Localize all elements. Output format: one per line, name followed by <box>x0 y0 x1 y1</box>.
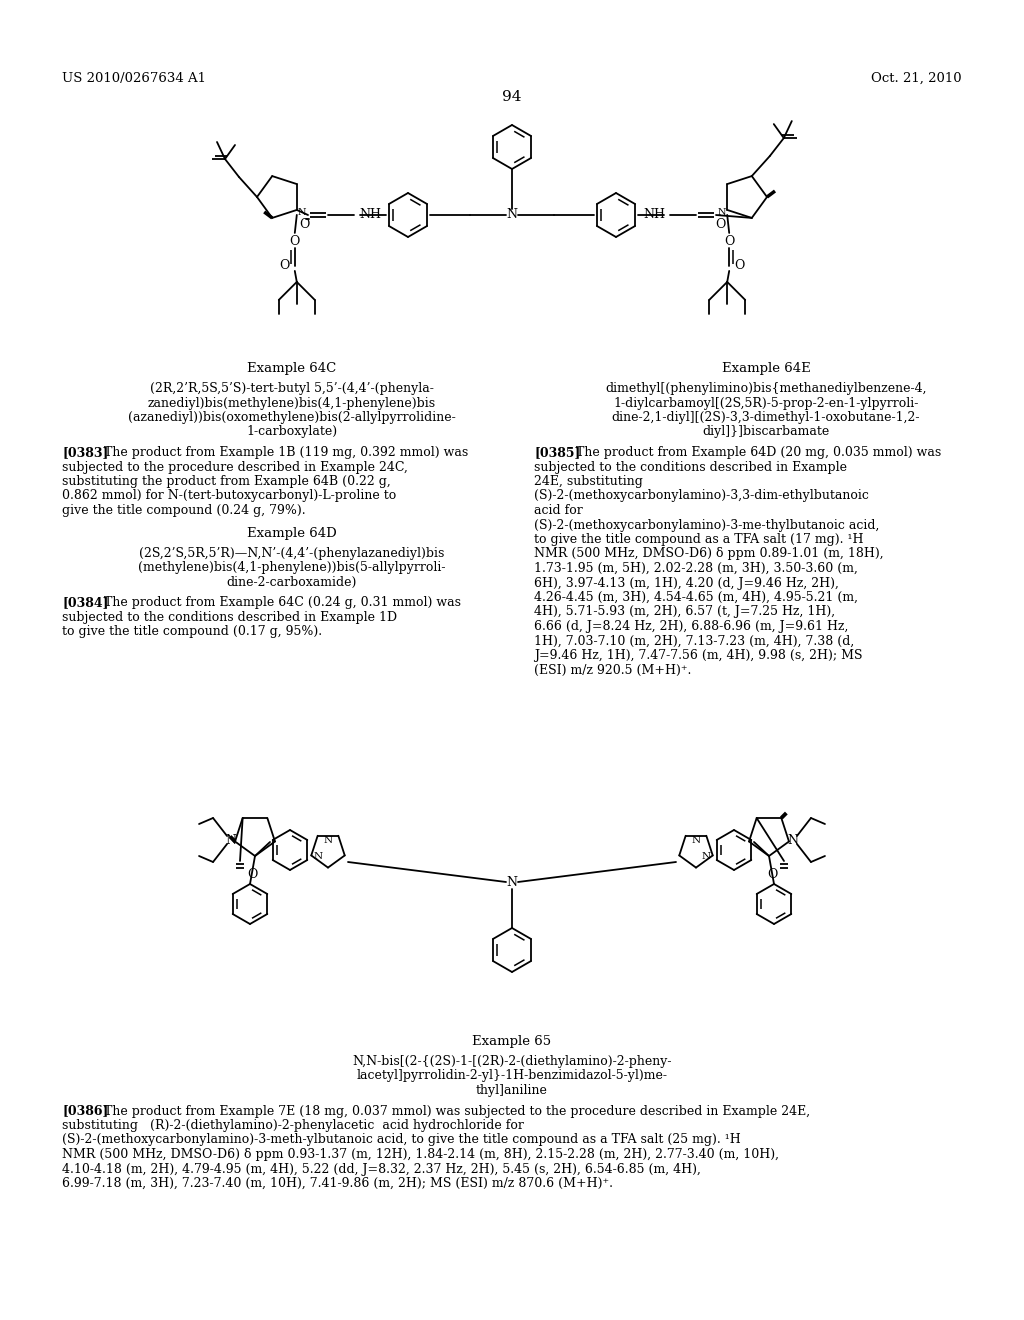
Text: N: N <box>507 209 517 222</box>
Text: 6H), 3.97-4.13 (m, 1H), 4.20 (d, J=9.46 Hz, 2H),: 6H), 3.97-4.13 (m, 1H), 4.20 (d, J=9.46 … <box>534 577 839 590</box>
Text: NMR (500 MHz, DMSO-D6) δ ppm 0.89-1.01 (m, 18H),: NMR (500 MHz, DMSO-D6) δ ppm 0.89-1.01 (… <box>534 548 884 561</box>
Text: substituting   (R)-2-(diethylamino)-2-phenylacetic  acid hydrochloride for: substituting (R)-2-(diethylamino)-2-phen… <box>62 1119 524 1133</box>
Text: N: N <box>718 209 726 218</box>
Text: NH: NH <box>643 209 665 222</box>
Text: (2R,2’R,5S,5’S)-tert-butyl 5,5’-(4,4’-(phenyla-: (2R,2’R,5S,5’S)-tert-butyl 5,5’-(4,4’-(p… <box>151 381 434 395</box>
Text: NH: NH <box>359 209 381 222</box>
Text: The product from Example 1B (119 mg, 0.392 mmol) was: The product from Example 1B (119 mg, 0.3… <box>104 446 468 459</box>
Text: N: N <box>691 836 700 845</box>
Text: Example 64C: Example 64C <box>248 362 337 375</box>
Text: N: N <box>507 875 517 888</box>
Text: give the title compound (0.24 g, 79%).: give the title compound (0.24 g, 79%). <box>62 504 305 517</box>
Text: N,N-bis[(2-{(2S)-1-[(2R)-2-(diethylamino)-2-pheny-: N,N-bis[(2-{(2S)-1-[(2R)-2-(diethylamino… <box>352 1055 672 1068</box>
Text: [0386]: [0386] <box>62 1105 109 1118</box>
Text: (2S,2’S,5R,5’R)—N,N’-(4,4’-(phenylazanediyl)bis: (2S,2’S,5R,5’R)—N,N’-(4,4’-(phenylazaned… <box>139 546 444 560</box>
Text: subjected to the conditions described in Example: subjected to the conditions described in… <box>534 461 847 474</box>
Text: N: N <box>701 853 711 861</box>
Text: O: O <box>299 219 309 231</box>
Text: 24E, substituting: 24E, substituting <box>534 475 647 488</box>
Text: N: N <box>298 209 306 218</box>
Text: [0384]: [0384] <box>62 597 109 609</box>
Text: 94: 94 <box>502 90 522 104</box>
Text: Example 64D: Example 64D <box>247 527 337 540</box>
Text: O: O <box>724 235 734 248</box>
Text: Oct. 21, 2010: Oct. 21, 2010 <box>871 73 962 84</box>
Text: N: N <box>787 833 799 846</box>
Text: NMR (500 MHz, DMSO-D6) δ ppm 0.93-1.37 (m, 12H), 1.84-2.14 (m, 8H), 2.15-2.28 (m: NMR (500 MHz, DMSO-D6) δ ppm 0.93-1.37 (… <box>62 1148 779 1162</box>
Text: O: O <box>734 260 744 272</box>
Text: dine-2,1-diyl][(2S)-3,3-dimethyl-1-oxobutane-1,2-: dine-2,1-diyl][(2S)-3,3-dimethyl-1-oxobu… <box>611 411 921 424</box>
Text: 4.10-4.18 (m, 2H), 4.79-4.95 (m, 4H), 5.22 (dd, J=8.32, 2.37 Hz, 2H), 5.45 (s, 2: 4.10-4.18 (m, 2H), 4.79-4.95 (m, 4H), 5.… <box>62 1163 700 1176</box>
Text: N: N <box>324 836 333 845</box>
Text: to give the title compound as a TFA salt (17 mg). ¹H: to give the title compound as a TFA salt… <box>534 533 863 546</box>
Text: lacetyl]pyrrolidin-2-yl}-1H-benzimidazol-5-yl)me-: lacetyl]pyrrolidin-2-yl}-1H-benzimidazol… <box>356 1069 668 1082</box>
Text: subjected to the conditions described in Example 1D: subjected to the conditions described in… <box>62 610 397 623</box>
Text: 1-carboxylate): 1-carboxylate) <box>247 425 338 438</box>
Text: 0.862 mmol) for N-(tert-butoxycarbonyl)-L-proline to: 0.862 mmol) for N-(tert-butoxycarbonyl)-… <box>62 490 396 503</box>
Text: subjected to the procedure described in Example 24C,: subjected to the procedure described in … <box>62 461 408 474</box>
Text: 4H), 5.71-5.93 (m, 2H), 6.57 (t, J=7.25 Hz, 1H),: 4H), 5.71-5.93 (m, 2H), 6.57 (t, J=7.25 … <box>534 606 836 619</box>
Text: (methylene)bis(4,1-phenylene))bis(5-allylpyrroli-: (methylene)bis(4,1-phenylene))bis(5-ally… <box>138 561 445 574</box>
Text: 6.99-7.18 (m, 3H), 7.23-7.40 (m, 10H), 7.41-9.86 (m, 2H); MS (ESI) m/z 870.6 (M+: 6.99-7.18 (m, 3H), 7.23-7.40 (m, 10H), 7… <box>62 1177 613 1191</box>
Text: diyl]}]biscarbamate: diyl]}]biscarbamate <box>702 425 829 438</box>
Text: The product from Example 64C (0.24 g, 0.31 mmol) was: The product from Example 64C (0.24 g, 0.… <box>104 597 461 609</box>
Text: (ESI) m/z 920.5 (M+H)⁺.: (ESI) m/z 920.5 (M+H)⁺. <box>534 664 691 676</box>
Text: [0383]: [0383] <box>62 446 109 459</box>
Text: [0385]: [0385] <box>534 446 581 459</box>
Text: O: O <box>290 235 300 248</box>
Text: substituting the product from Example 64B (0.22 g,: substituting the product from Example 64… <box>62 475 391 488</box>
Text: J=9.46 Hz, 1H), 7.47-7.56 (m, 4H), 9.98 (s, 2H); MS: J=9.46 Hz, 1H), 7.47-7.56 (m, 4H), 9.98 … <box>534 649 862 663</box>
Text: O: O <box>280 260 290 272</box>
Text: O: O <box>767 867 777 880</box>
Text: (azanediyl))bis(oxomethylene)bis(2-allylpyrrolidine-: (azanediyl))bis(oxomethylene)bis(2-allyl… <box>128 411 456 424</box>
Text: The product from Example 64D (20 mg, 0.035 mmol) was: The product from Example 64D (20 mg, 0.0… <box>575 446 941 459</box>
Text: thyl]aniline: thyl]aniline <box>476 1084 548 1097</box>
Text: to give the title compound (0.17 g, 95%).: to give the title compound (0.17 g, 95%)… <box>62 624 323 638</box>
Text: 1-diylcarbamoyl[(2S,5R)-5-prop-2-en-1-ylpyrroli-: 1-diylcarbamoyl[(2S,5R)-5-prop-2-en-1-yl… <box>613 396 919 409</box>
Text: O: O <box>715 219 725 231</box>
Text: dine-2-carboxamide): dine-2-carboxamide) <box>226 576 357 589</box>
Text: Example 64E: Example 64E <box>722 362 810 375</box>
Text: 6.66 (d, J=8.24 Hz, 2H), 6.88-6.96 (m, J=9.61 Hz,: 6.66 (d, J=8.24 Hz, 2H), 6.88-6.96 (m, J… <box>534 620 848 634</box>
Text: 4.26-4.45 (m, 3H), 4.54-4.65 (m, 4H), 4.95-5.21 (m,: 4.26-4.45 (m, 3H), 4.54-4.65 (m, 4H), 4.… <box>534 591 858 605</box>
Text: acid for: acid for <box>534 504 583 517</box>
Text: US 2010/0267634 A1: US 2010/0267634 A1 <box>62 73 206 84</box>
Text: zanediyl)bis(methylene)bis(4,1-phenylene)bis: zanediyl)bis(methylene)bis(4,1-phenylene… <box>147 396 436 409</box>
Text: (S)-2-(methoxycarbonylamino)-3-meth-ylbutanoic acid, to give the title compound : (S)-2-(methoxycarbonylamino)-3-meth-ylbu… <box>62 1134 740 1147</box>
Text: (S)-2-(methoxycarbonylamino)-3,3-dim-ethylbutanoic: (S)-2-(methoxycarbonylamino)-3,3-dim-eth… <box>534 490 869 503</box>
Text: O: O <box>247 867 257 880</box>
Text: The product from Example 7E (18 mg, 0.037 mmol) was subjected to the procedure d: The product from Example 7E (18 mg, 0.03… <box>104 1105 810 1118</box>
Text: 1H), 7.03-7.10 (m, 2H), 7.13-7.23 (m, 4H), 7.38 (d,: 1H), 7.03-7.10 (m, 2H), 7.13-7.23 (m, 4H… <box>534 635 854 648</box>
Text: 1.73-1.95 (m, 5H), 2.02-2.28 (m, 3H), 3.50-3.60 (m,: 1.73-1.95 (m, 5H), 2.02-2.28 (m, 3H), 3.… <box>534 562 858 576</box>
Text: N: N <box>313 853 323 861</box>
Text: N: N <box>225 833 237 846</box>
Text: (S)-2-(methoxycarbonylamino)-3-me-thylbutanoic acid,: (S)-2-(methoxycarbonylamino)-3-me-thylbu… <box>534 519 880 532</box>
Text: Example 65: Example 65 <box>472 1035 552 1048</box>
Text: dimethyl[(phenylimino)bis{methanediylbenzene-4,: dimethyl[(phenylimino)bis{methanediylben… <box>605 381 927 395</box>
